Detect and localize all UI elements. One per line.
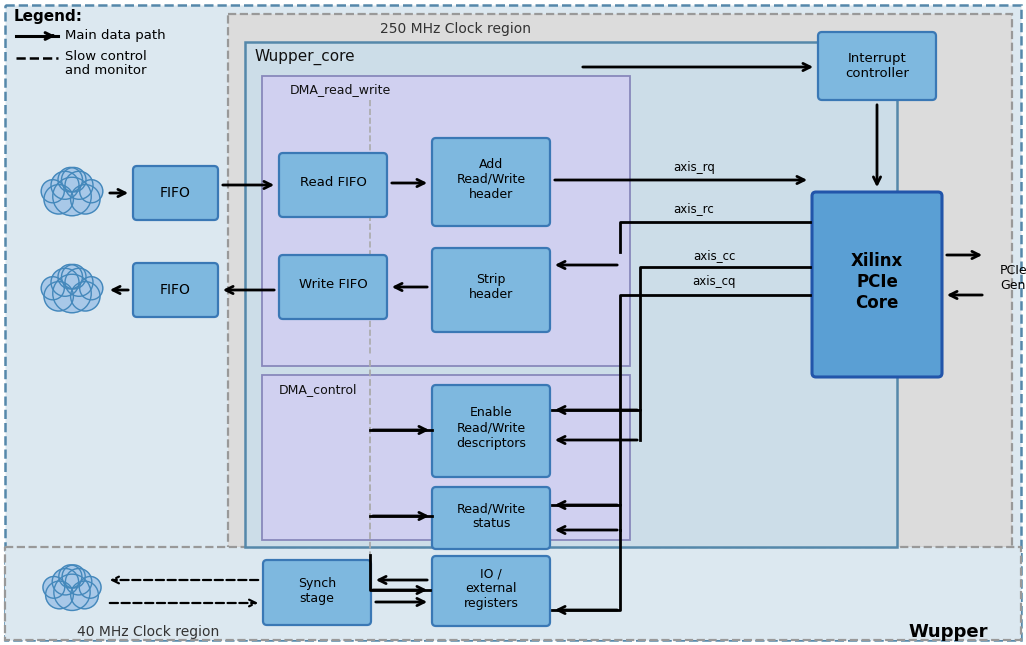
Circle shape [66, 568, 91, 595]
Circle shape [65, 268, 93, 296]
Text: Add
Read/Write
header: Add Read/Write header [457, 157, 525, 201]
Circle shape [58, 168, 82, 192]
Text: 40 MHz Clock region: 40 MHz Clock region [77, 625, 220, 639]
Circle shape [62, 168, 86, 192]
Text: Synch
stage: Synch stage [298, 577, 337, 605]
Text: axis_cc: axis_cc [693, 250, 736, 263]
Circle shape [71, 581, 98, 609]
FancyBboxPatch shape [263, 560, 371, 625]
Circle shape [45, 581, 73, 609]
Text: Legend:: Legend: [14, 8, 83, 23]
Text: Read/Write
status: Read/Write status [457, 502, 525, 530]
FancyBboxPatch shape [279, 153, 387, 217]
Circle shape [52, 568, 79, 595]
Text: FIFO: FIFO [160, 186, 191, 200]
Circle shape [53, 574, 90, 610]
Text: Main data path: Main data path [65, 30, 165, 43]
Circle shape [80, 277, 103, 300]
Text: 250 MHz Clock region: 250 MHz Clock region [380, 22, 530, 36]
Text: DMA_read_write: DMA_read_write [289, 83, 391, 97]
Text: axis_cq: axis_cq [693, 275, 736, 288]
FancyBboxPatch shape [432, 138, 550, 226]
Text: axis_rc: axis_rc [674, 203, 714, 215]
FancyBboxPatch shape [432, 556, 550, 626]
FancyBboxPatch shape [432, 487, 550, 549]
Circle shape [58, 264, 82, 289]
Text: Write FIFO: Write FIFO [299, 277, 367, 290]
Text: PCIe
Gen3x8: PCIe Gen3x8 [1000, 264, 1026, 292]
FancyBboxPatch shape [133, 166, 218, 220]
FancyBboxPatch shape [812, 192, 942, 377]
Circle shape [51, 268, 79, 296]
Text: and monitor: and monitor [65, 63, 147, 77]
Bar [262, 375, 630, 540]
Text: Wupper: Wupper [908, 623, 988, 641]
Bar [228, 14, 1012, 548]
Circle shape [51, 172, 79, 199]
Circle shape [62, 264, 86, 289]
FancyBboxPatch shape [818, 32, 936, 100]
Circle shape [79, 577, 101, 599]
FancyBboxPatch shape [279, 255, 387, 319]
Circle shape [41, 180, 65, 203]
Text: Strip
header: Strip header [469, 273, 513, 301]
Text: Xilinx
PCIe
Core: Xilinx PCIe Core [851, 252, 903, 312]
Text: axis_rq: axis_rq [673, 161, 715, 175]
Text: Slow control: Slow control [65, 50, 147, 63]
Text: Interrupt
controller: Interrupt controller [845, 52, 909, 80]
Circle shape [44, 184, 74, 214]
Text: Enable
Read/Write
descriptors: Enable Read/Write descriptors [457, 406, 526, 450]
Circle shape [44, 282, 74, 311]
Circle shape [52, 274, 91, 313]
Circle shape [80, 180, 103, 203]
Circle shape [52, 177, 91, 215]
Bar [5, 547, 1021, 640]
Text: Read FIFO: Read FIFO [300, 175, 366, 188]
Circle shape [43, 577, 65, 599]
Text: FIFO: FIFO [160, 283, 191, 297]
Circle shape [71, 184, 100, 214]
FancyBboxPatch shape [432, 385, 550, 477]
Circle shape [58, 565, 82, 588]
Bar [262, 76, 630, 366]
Circle shape [65, 172, 93, 199]
Circle shape [63, 565, 85, 588]
Text: Wupper_core: Wupper_core [254, 49, 355, 65]
Text: IO /
external
registers: IO / external registers [464, 568, 518, 611]
Circle shape [71, 282, 100, 311]
FancyBboxPatch shape [432, 248, 550, 332]
Text: DMA_control: DMA_control [279, 384, 357, 397]
FancyBboxPatch shape [133, 263, 218, 317]
Circle shape [41, 277, 65, 300]
Bar [245, 42, 897, 547]
